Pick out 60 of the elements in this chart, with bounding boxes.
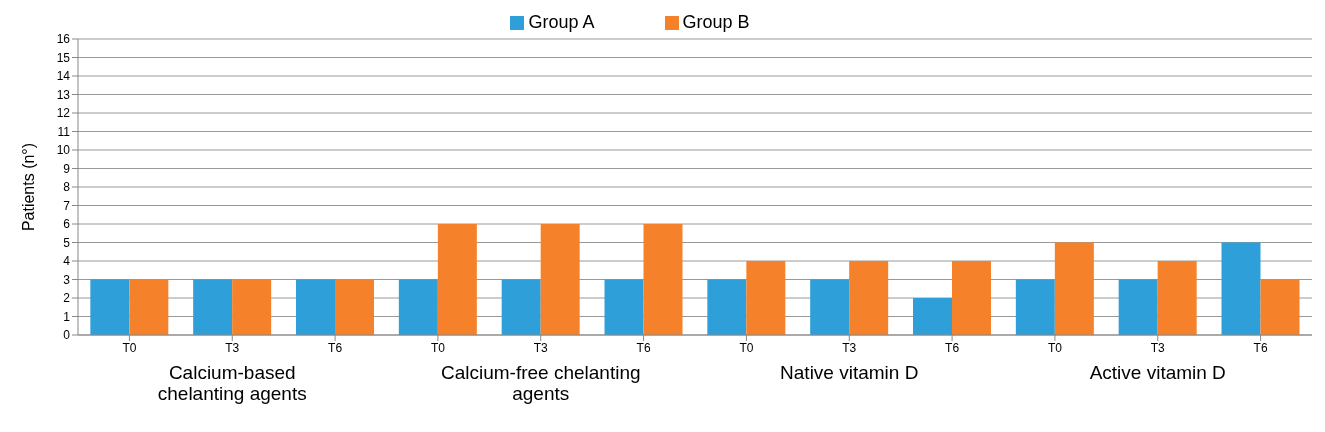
y-tick-label: 15 [56,50,71,65]
bar [913,298,953,335]
y-tick-label: 13 [56,87,71,102]
x-tick-label: T0 [122,340,137,355]
x-tick-label: T6 [945,340,960,355]
bar [746,261,786,335]
bar [1015,279,1055,335]
bar [1221,242,1261,335]
text: Calcium-based chelanting agents [156,362,308,404]
x-tick-label: T0 [1047,340,1063,355]
x-tick-label: T0 [430,340,446,355]
y-tick-label: 8 [63,180,71,195]
x-tick-label: T6 [1253,340,1268,355]
y-tick-label: 9 [63,161,71,176]
y-tick-label: 12 [56,106,71,121]
x-tick-label: T3 [225,340,240,355]
bar [398,279,438,335]
y-tick-label: 1 [63,309,71,324]
x-tick-label: T0 [739,340,754,355]
y-tick-label: 0 [63,328,71,343]
bar [810,279,850,335]
x-tick-label: T6 [636,340,651,355]
y-tick-label: 7 [63,198,71,213]
bar [129,279,169,335]
text: Native vitamin D [779,362,920,383]
x-tick-label: T3 [1150,340,1166,355]
bar [232,279,272,335]
y-tick-label: 2 [63,291,71,306]
bar [643,224,683,335]
y-tick-label: 4 [63,254,71,269]
x-tick-label: T6 [328,340,343,355]
bar [707,279,747,335]
bar [1054,242,1094,335]
y-tick-label: 3 [63,272,71,287]
legend-label: Group B [682,12,750,32]
bar [540,224,580,335]
bar [437,224,477,335]
y-tick-label: 6 [63,217,71,232]
bar [952,261,992,335]
y-tick-label: 16 [56,32,71,47]
bar [90,279,130,335]
bar [193,279,233,335]
bar [296,279,336,335]
y-axis-title: Patients (n°) [19,142,37,232]
y-tick-label: 5 [63,235,71,250]
text: Active vitamin D [1088,362,1227,383]
bar [1118,279,1158,335]
legend-label: Group A [528,12,595,32]
x-tick-label: T3 [533,340,549,355]
y-tick-label: 10 [56,143,71,158]
bar [1260,279,1300,335]
y-tick-label: 14 [56,69,71,84]
text: Calcium-free chelanting agents [440,362,641,404]
x-tick-label: T3 [842,340,857,355]
y-tick-label: 11 [57,124,71,139]
bar [501,279,541,335]
bar [335,279,375,335]
bar [849,261,889,335]
bar [604,279,644,335]
bar [1157,261,1197,335]
